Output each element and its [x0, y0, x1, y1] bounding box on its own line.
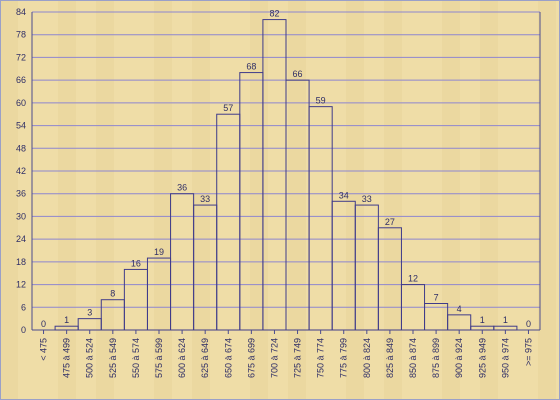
x-tick-label: 500 à 524	[85, 338, 95, 378]
x-tick-label: 875 à 899	[431, 338, 441, 378]
background-stripe	[288, 0, 306, 400]
y-tick-label: 42	[16, 166, 26, 176]
x-tick-label: 775 à 799	[339, 338, 349, 378]
background-stripe	[58, 0, 76, 400]
bar-value-label: 16	[131, 258, 141, 268]
y-tick-label: 84	[16, 7, 26, 17]
y-tick-label: 66	[16, 75, 26, 85]
bar-value-label: 82	[269, 9, 279, 19]
bar-value-label: 1	[64, 315, 69, 325]
y-tick-label: 0	[21, 325, 26, 335]
bar-value-label: 8	[110, 289, 115, 299]
bar-value-label: 12	[408, 274, 418, 284]
bar-value-label: 27	[385, 217, 395, 227]
bar-value-label: 4	[457, 304, 462, 314]
x-tick-label: 925 à 949	[477, 338, 487, 378]
x-tick-label: 800 à 824	[362, 338, 372, 378]
bar-value-label: 33	[200, 194, 210, 204]
bar-value-label: 66	[293, 69, 303, 79]
x-tick-label: 575 à 599	[154, 338, 164, 378]
bar-value-label: 57	[223, 103, 233, 113]
bar-value-label: 0	[41, 319, 46, 329]
x-tick-label: 600 à 624	[177, 338, 187, 378]
y-tick-label: 72	[16, 52, 26, 62]
y-tick-label: 36	[16, 189, 26, 199]
x-tick-label: 650 à 674	[223, 338, 233, 378]
bar-value-label: 1	[480, 315, 485, 325]
bar-value-label: 3	[87, 308, 92, 318]
x-tick-label: 625 à 649	[200, 338, 210, 378]
y-tick-label: 12	[16, 280, 26, 290]
bar-value-label: 0	[526, 319, 531, 329]
y-tick-label: 48	[16, 143, 26, 153]
bar-value-label: 36	[177, 183, 187, 193]
x-tick-label: 550 à 574	[131, 338, 141, 378]
x-tick-label: 900 à 924	[454, 338, 464, 378]
background-stripe	[346, 0, 364, 400]
background-stripe	[538, 0, 556, 400]
bar-value-label: 19	[154, 247, 164, 257]
background-stripe	[480, 0, 498, 400]
background-stripe	[250, 0, 268, 400]
x-tick-label: 725 à 749	[293, 338, 303, 378]
bar-value-label: 33	[362, 194, 372, 204]
x-tick-label: 525 à 549	[108, 338, 118, 378]
y-tick-label: 18	[16, 257, 26, 267]
background-stripe	[442, 0, 460, 400]
bar-value-label: 7	[434, 293, 439, 303]
x-tick-label: 675 à 699	[246, 338, 256, 378]
x-tick-label: 700 à 724	[269, 338, 279, 378]
y-tick-label: 54	[16, 121, 26, 131]
y-tick-label: 24	[16, 234, 26, 244]
x-tick-label: 850 à 874	[408, 338, 418, 378]
x-tick-label: 475 à 499	[62, 338, 72, 378]
bar-value-label: 68	[246, 62, 256, 72]
bar-value-label: 34	[339, 190, 349, 200]
x-tick-label: 825 à 849	[385, 338, 395, 378]
y-tick-label: 6	[21, 302, 26, 312]
background-stripe	[192, 0, 210, 400]
x-tick-label: >= 975	[523, 338, 533, 366]
background-stripe	[384, 0, 402, 400]
x-tick-label: 950 à 974	[500, 338, 510, 378]
y-tick-label: 60	[16, 98, 26, 108]
y-tick-label: 30	[16, 211, 26, 221]
background-stripe	[0, 0, 18, 400]
x-tick-label: < 475	[39, 338, 49, 361]
y-tick-label: 78	[16, 30, 26, 40]
x-tick-label: 750 à 774	[316, 338, 326, 378]
bar-value-label: 1	[503, 315, 508, 325]
background-stripe	[154, 0, 172, 400]
bar-value-label: 59	[316, 96, 326, 106]
